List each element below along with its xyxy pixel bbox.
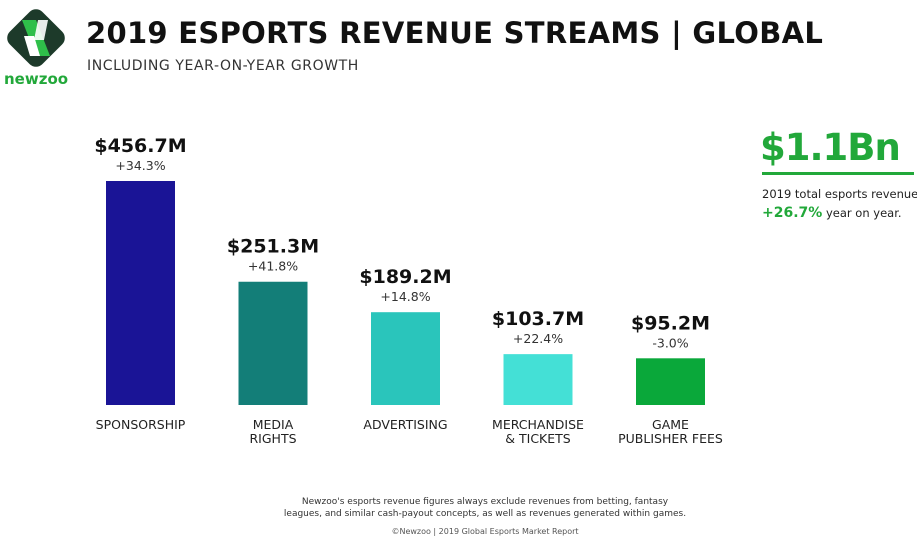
category-label: RIGHTS: [249, 431, 296, 446]
bar: [371, 312, 440, 405]
category-label: MEDIA: [253, 417, 294, 432]
bar: [238, 281, 308, 405]
value-label: $95.2M: [631, 312, 710, 334]
growth-label: +41.8%: [248, 259, 298, 274]
value-label: $103.7M: [492, 308, 584, 330]
footnote: Newzoo's esports revenue figures always …: [250, 496, 720, 520]
chart-subtitle: INCLUDING YEAR-ON-YEAR GROWTH: [87, 58, 359, 74]
category-label: ADVERTISING: [363, 417, 447, 432]
category-label: MERCHANDISE: [492, 417, 584, 432]
category-label: & TICKETS: [505, 431, 571, 446]
total-growth: +26.7%: [762, 205, 823, 221]
value-label: $189.2M: [359, 266, 451, 288]
category-label: SPONSORSHIP: [96, 417, 186, 432]
total-description: 2019 total esports revenues,: [762, 187, 917, 201]
bar: [636, 358, 705, 405]
total-divider: [762, 172, 914, 175]
bar: [503, 354, 573, 405]
value-label: $251.3M: [227, 236, 319, 258]
chart-title: 2019 ESPORTS REVENUE STREAMS | GLOBAL: [86, 16, 824, 50]
growth-label: +34.3%: [115, 158, 165, 173]
growth-label: +14.8%: [380, 289, 430, 304]
growth-label: +22.4%: [513, 331, 563, 346]
value-label: $456.7M: [94, 135, 186, 157]
footnote-line: Newzoo's esports revenue figures always …: [301, 497, 669, 507]
category-label: GAME: [652, 417, 689, 432]
logo-text: newzoo: [4, 70, 69, 88]
category-label: PUBLISHER FEES: [618, 431, 723, 446]
total-growth-suffix: year on year.: [822, 206, 902, 220]
bar: [106, 181, 175, 405]
total-growth-line: +26.7% year on year.: [762, 205, 902, 221]
footnote-line: leagues, and similar cash-payout concept…: [283, 509, 687, 519]
total-revenue: $1.1Bn: [760, 126, 901, 169]
bar-chart: $456.7M+34.3% SPONSORSHIP $251.3M+41.8% MED…: [94, 135, 723, 446]
growth-label: -3.0%: [652, 335, 688, 350]
newzoo-logo-icon: [7, 9, 65, 67]
source: ©Newzoo | 2019 Global Esports Market Rep…: [391, 527, 579, 536]
